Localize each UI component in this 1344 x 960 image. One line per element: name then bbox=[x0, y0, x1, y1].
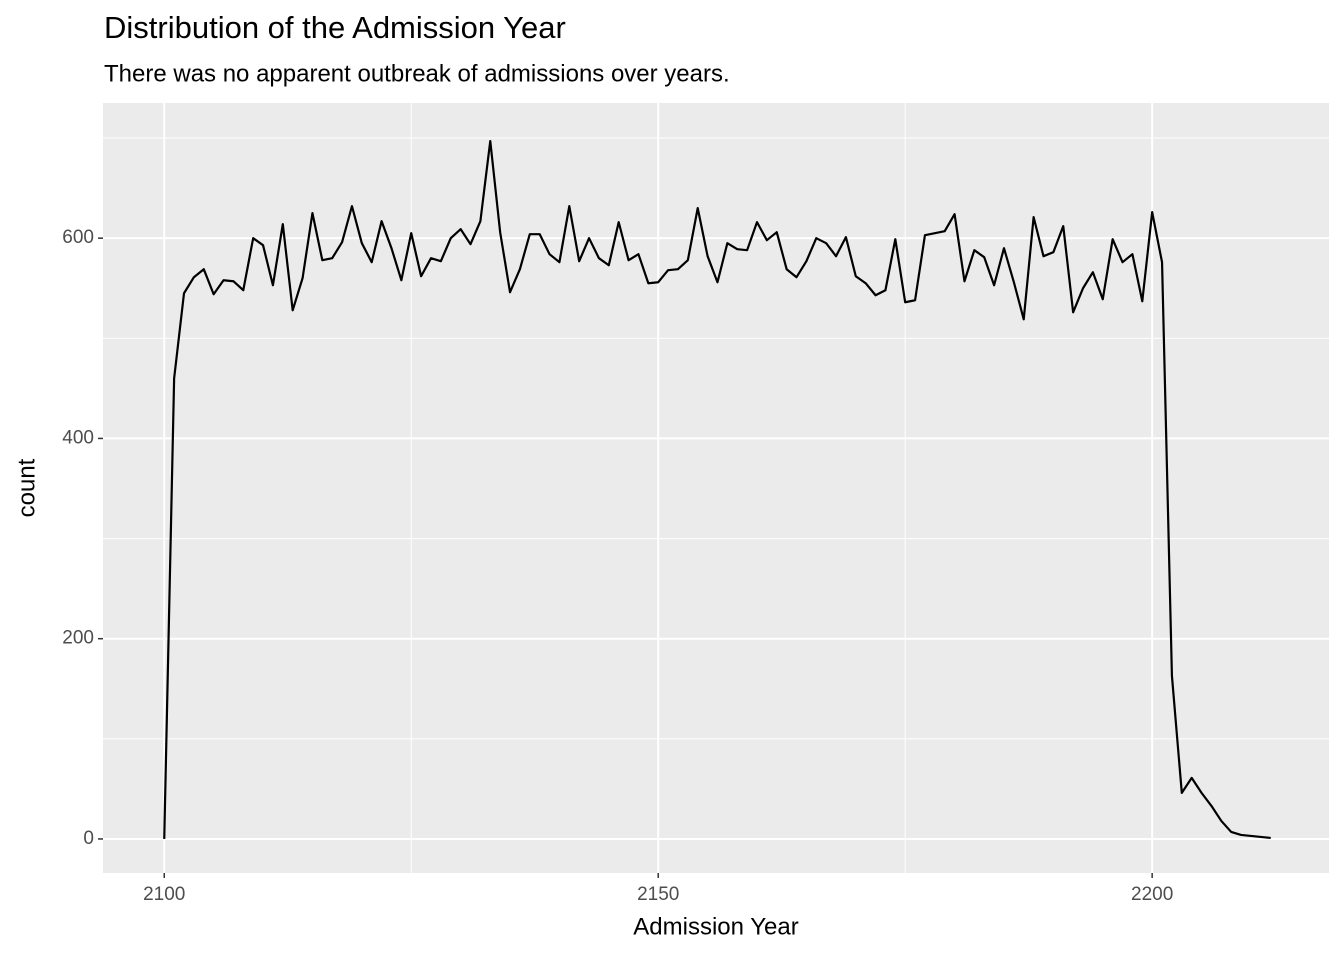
chart-subtitle: There was no apparent outbreak of admiss… bbox=[104, 60, 730, 87]
y-axis-label: count bbox=[13, 458, 40, 517]
x-tick-label: 2150 bbox=[637, 884, 679, 905]
y-tick-label: 400 bbox=[62, 427, 94, 448]
data-line bbox=[163, 139, 1271, 840]
x-tick-label: 2100 bbox=[143, 884, 185, 905]
chart-title: Distribution of the Admission Year bbox=[104, 10, 566, 45]
panel bbox=[103, 103, 1329, 873]
y-tick-label: 600 bbox=[62, 227, 94, 248]
x-axis-label: Admission Year bbox=[633, 913, 798, 940]
y-tick-label: 0 bbox=[83, 828, 94, 849]
y-tick-label: 200 bbox=[62, 628, 94, 649]
x-tick-label: 2200 bbox=[1131, 884, 1173, 905]
